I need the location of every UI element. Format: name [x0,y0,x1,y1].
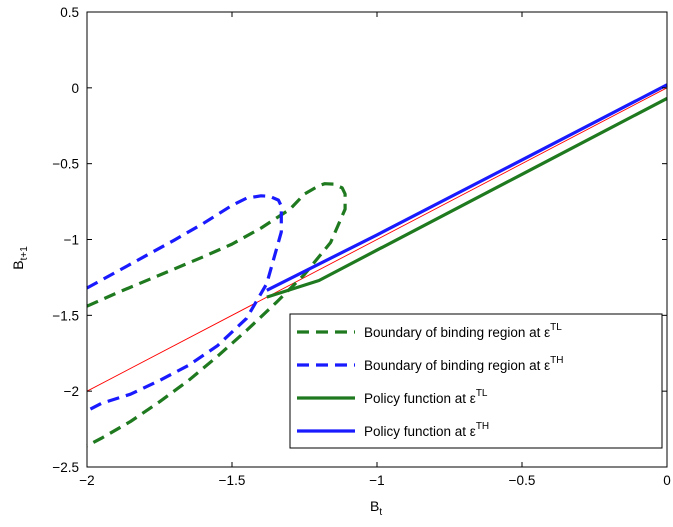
series-line-3 [266,83,668,292]
legend-entry-label: Boundary of binding region at εTL [364,322,562,340]
y-tick-label: −0.5 [52,157,79,172]
x-tick-label: −1.5 [219,473,246,488]
y-tick-label: −2.5 [52,460,79,475]
y-tick-label: 0.5 [60,5,79,20]
series-line-2 [266,96,668,299]
x-tick-label: −0.5 [509,473,536,488]
y-tick-label: 0 [71,81,79,96]
legend: Boundary of binding region at εTL Boundar… [289,313,663,449]
reference-45-degree-line [86,87,668,392]
y-axis-label: Bt+1 [10,246,30,270]
legend-box [289,313,663,449]
y-tick-label: −1.5 [52,308,79,323]
legend-entry-label: Policy function at εTH [364,421,489,439]
y-tick-label: −2 [64,384,79,399]
x-tick-label: −1 [369,473,384,488]
x-axis-label: Bt [370,498,382,518]
legend-entry-label: Policy function at εTL [364,388,488,406]
lines-layer [86,83,668,448]
series-line-0 [86,182,347,448]
legend-entry-label: Boundary of binding region at εTH [364,355,564,373]
ticks-layer: −2 −1.5 −1 −0.5 0−2.5−2−1.5−1−0.500.5 [52,5,670,488]
x-tick-label: −2 [79,473,94,488]
x-tick-label: 0 [663,473,671,488]
y-tick-label: −1 [64,233,79,248]
series-line-1 [86,194,283,413]
